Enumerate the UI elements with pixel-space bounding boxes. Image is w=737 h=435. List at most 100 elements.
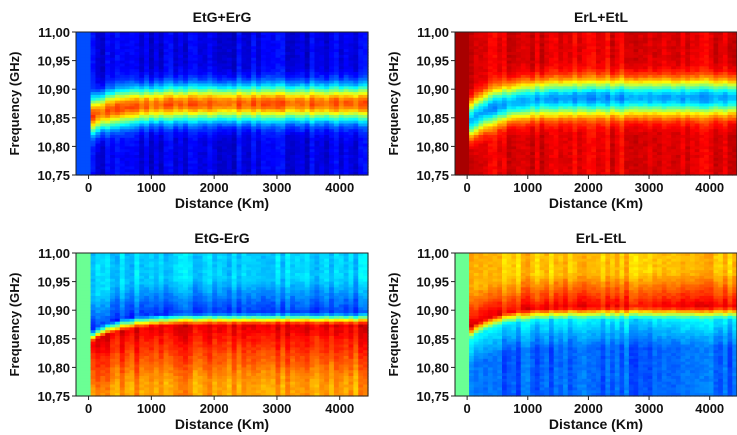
heatmap-cell — [343, 132, 350, 136]
heatmap-cell — [610, 74, 616, 79]
heatmap-cell — [110, 100, 116, 105]
heatmap-cell — [251, 114, 257, 119]
heatmap-cell — [596, 83, 602, 87]
heatmap-cell — [343, 157, 350, 162]
heatmap-cell — [600, 129, 606, 133]
heatmap-cell — [511, 37, 517, 42]
heatmap-cell — [153, 154, 160, 159]
heatmap-cell — [605, 114, 611, 119]
heatmap-cell — [314, 89, 320, 93]
heatmap-cell — [492, 46, 498, 50]
heatmap-cell — [309, 52, 316, 56]
heatmap-cell — [158, 160, 165, 165]
heatmap-cell — [628, 146, 635, 150]
heatmap-cell — [624, 83, 630, 87]
heatmap-cell — [178, 169, 184, 173]
heatmap-cell — [614, 120, 621, 125]
heatmap-cell — [295, 146, 301, 150]
heatmap-cell — [95, 112, 101, 116]
heatmap-cell — [134, 72, 140, 76]
heatmap-cell — [192, 166, 199, 170]
heatmap-cell — [217, 66, 223, 70]
heatmap-cell — [90, 134, 97, 139]
heatmap-cell — [158, 40, 165, 45]
heatmap-cell — [299, 149, 306, 153]
heatmap-cell — [275, 172, 281, 176]
heatmap-cell — [586, 120, 592, 125]
heatmap-cell — [139, 134, 145, 139]
heatmap-cell — [314, 143, 320, 147]
heatmap-cell — [168, 172, 174, 176]
heatmap-cell — [178, 34, 184, 39]
heatmap-cell — [149, 63, 155, 67]
heatmap-cell — [487, 43, 494, 47]
heatmap-cell — [633, 166, 639, 170]
heatmap-cell — [638, 46, 644, 50]
heatmap-cell — [363, 40, 369, 45]
heatmap-cell — [90, 143, 97, 147]
heatmap-cell — [290, 106, 296, 110]
heatmap-cell — [469, 120, 475, 125]
heatmap-cell — [605, 77, 611, 82]
heatmap-cell — [455, 97, 461, 102]
heatmap-cell — [558, 112, 564, 116]
heatmap-cell — [544, 32, 550, 36]
heatmap-cell — [158, 143, 165, 147]
heatmap-cell — [353, 80, 359, 85]
heatmap-cell — [124, 123, 131, 127]
heatmap-cell — [469, 72, 475, 76]
heatmap-cell — [530, 157, 536, 162]
heatmap-cell — [363, 157, 369, 162]
heatmap-cell — [338, 60, 345, 65]
heatmap-cell — [516, 69, 522, 73]
heatmap-cell — [246, 46, 252, 50]
heatmap-cell — [100, 60, 106, 65]
heatmap-cell — [549, 49, 555, 53]
heatmap-cell — [502, 94, 508, 99]
heatmap-cell — [487, 172, 494, 176]
heatmap-cell — [614, 160, 621, 165]
heatmap-cell — [614, 154, 621, 159]
heatmap-cell — [567, 137, 574, 142]
heatmap-cell — [275, 72, 281, 76]
heatmap-cell — [530, 57, 536, 62]
heatmap-cell — [516, 34, 522, 39]
heatmap-cell — [558, 57, 564, 62]
heatmap-cell — [212, 37, 218, 42]
heatmap-cell — [329, 74, 335, 79]
heatmap-cell — [624, 140, 630, 145]
heatmap-cell — [614, 149, 621, 153]
heatmap-cell — [520, 74, 527, 79]
heatmap-cell — [483, 40, 489, 45]
heatmap-cell — [163, 66, 170, 70]
heatmap-cell — [217, 32, 223, 36]
heatmap-cell — [516, 126, 522, 130]
heatmap-cell — [90, 106, 97, 110]
heatmap-cell — [502, 132, 508, 136]
heatmap-cell — [343, 63, 350, 67]
heatmap-cell — [129, 100, 135, 105]
heatmap-cell — [236, 86, 243, 90]
heatmap-cell — [202, 69, 208, 73]
heatmap-cell — [285, 140, 291, 145]
heatmap-cell — [285, 163, 291, 168]
heatmap-cell — [134, 57, 140, 62]
heatmap-cell — [338, 49, 345, 53]
heatmap-cell — [256, 134, 262, 139]
heatmap-cell — [539, 157, 545, 162]
heatmap-cell — [105, 80, 111, 85]
heatmap-cell — [624, 169, 630, 173]
heatmap-cell — [558, 34, 564, 39]
heatmap-cell — [549, 94, 555, 99]
heatmap-cell — [619, 123, 625, 127]
heatmap-cell — [212, 66, 218, 70]
heatmap-cell — [319, 74, 325, 79]
heatmap-cell — [124, 163, 131, 168]
heatmap-cell — [610, 152, 616, 156]
heatmap-cell — [558, 83, 564, 87]
heatmap-cell — [464, 117, 470, 122]
heatmap-cell — [265, 49, 272, 53]
heatmap-cell — [265, 77, 272, 82]
heatmap-cell — [280, 72, 286, 76]
heatmap-cell — [324, 60, 330, 65]
